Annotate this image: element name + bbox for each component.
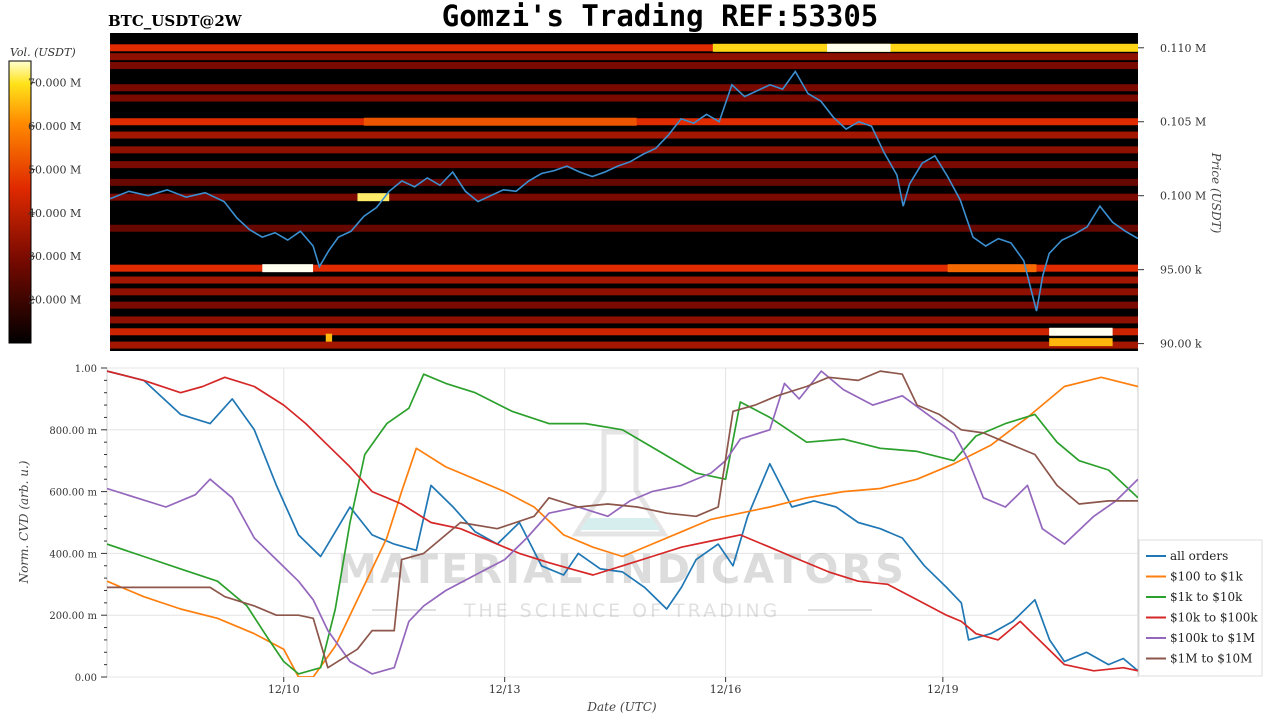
x-tick-label: 12/13	[489, 683, 521, 696]
cvd-y-tick-label: 200.00 m	[49, 611, 97, 622]
legend-label: $1k to $10k	[1170, 590, 1243, 604]
heatmap-level-6	[110, 131, 1138, 139]
cvd-y-tick-label: 400.00 m	[49, 549, 97, 560]
pair-label: BTC_USDT@2W	[108, 12, 243, 30]
heatmap-level-18	[110, 341, 1138, 349]
x-tick-label: 12/16	[710, 683, 742, 696]
heatmap-level-11	[110, 224, 1138, 232]
colorbar-label: Vol. (USDT)	[10, 46, 76, 59]
heatmap-hotspot-1	[827, 43, 891, 52]
watermark: MATERIAL INDICATORS THE SCIENCE OF TRADI…	[337, 429, 907, 622]
legend: all orders $100 to $1k $1k to $10k $10k to …	[1138, 539, 1263, 677]
heatmap-level-3	[110, 84, 1138, 92]
cvd-y-tick-label: 0.00	[75, 673, 97, 684]
price-axis: 0.110 M 0.105 M 0.100 M 95.00 k 90.00 k	[1138, 42, 1206, 351]
cvd-y-tick-label: 600.00 m	[49, 488, 97, 499]
cvd-panel: MATERIAL INDICATORS THE SCIENCE OF TRADI…	[49, 364, 1139, 696]
heatmap-level-10	[110, 193, 1138, 201]
legend-label: all orders	[1170, 549, 1228, 563]
price-line	[110, 70, 1138, 312]
x-tick-label: 12/10	[268, 683, 300, 696]
heatmap-hotspot-0	[712, 43, 1138, 52]
series-line-1	[107, 376, 1138, 677]
heatmap-level-9	[110, 178, 1138, 186]
flask-icon	[571, 429, 669, 537]
heatmap-hotspot-3	[262, 264, 314, 273]
series-line-2	[107, 373, 1138, 675]
heatmap-hotspot-4	[357, 193, 390, 202]
cvd-y-tick-label: 800.00 m	[49, 426, 97, 437]
legend-label: $100k to $1M	[1170, 631, 1255, 645]
colorbar-tick-label: 60.000 M	[28, 120, 81, 133]
price-tick-label: 90.00 k	[1160, 338, 1202, 351]
heatmap-hotspot-8	[325, 333, 333, 342]
legend-label: $1M to $10M	[1170, 652, 1252, 666]
heatmap-hotspot-2	[363, 117, 637, 126]
colorbar-ticks: 20.000 M 30.000 M 40.000 M 50.000 M 60.000 M…	[28, 77, 81, 307]
price-tick-label: 95.00 k	[1160, 264, 1202, 277]
heatmap-level-0	[110, 44, 1138, 52]
heatmap-hotspot-6	[1049, 327, 1113, 336]
orderbook-heatmap	[110, 33, 1138, 351]
heatmap-level-7	[110, 146, 1138, 154]
heatmap-level-15	[110, 301, 1138, 309]
heatmap-hotspot-7	[1049, 338, 1113, 347]
x-axis-label: Date (UTC)	[586, 700, 656, 714]
colorbar-tick-label: 20.000 M	[28, 294, 81, 307]
price-tick-label: 0.100 M	[1160, 190, 1206, 203]
cvd-y-tick-label: 1.00	[75, 364, 97, 375]
price-tick-label: 0.110 M	[1160, 42, 1206, 55]
chart-title: Gomzi's Trading REF:53305	[442, 0, 879, 33]
cvd-axis-label: Norm. CVD (arb. u.)	[17, 460, 31, 584]
heatmap-hotspot-5	[947, 264, 1037, 273]
heatmap-level-16	[110, 316, 1138, 324]
series-line-3	[107, 370, 1138, 672]
watermark-line1: MATERIAL INDICATORS	[337, 547, 907, 593]
heatmap-level-2	[110, 62, 1138, 70]
legend-label: $100 to $1k	[1170, 570, 1243, 584]
colorbar-tick-label: 40.000 M	[28, 207, 81, 220]
heatmap-level-17	[110, 328, 1138, 336]
legend-label: $10k to $100k	[1170, 611, 1258, 625]
colorbar-tick-label: 50.000 M	[28, 163, 81, 176]
colorbar-tick-label: 30.000 M	[28, 250, 81, 263]
colorbar-tick-label: 70.000 M	[28, 77, 81, 90]
price-tick-label: 0.105 M	[1160, 116, 1206, 129]
watermark-line2: THE SCIENCE OF TRADING	[463, 600, 781, 622]
heatmap-level-12	[110, 264, 1138, 272]
heatmap-level-13	[110, 276, 1138, 284]
price-axis-label: Price (USDT)	[1209, 152, 1223, 234]
heatmap-level-14	[110, 288, 1138, 296]
heatmap-level-4	[110, 94, 1138, 102]
x-tick-label: 12/19	[927, 683, 959, 696]
series-line-5	[107, 370, 1138, 669]
colorbar	[8, 60, 32, 344]
heatmap-level-1	[110, 53, 1138, 61]
series-line-4	[107, 370, 1138, 675]
